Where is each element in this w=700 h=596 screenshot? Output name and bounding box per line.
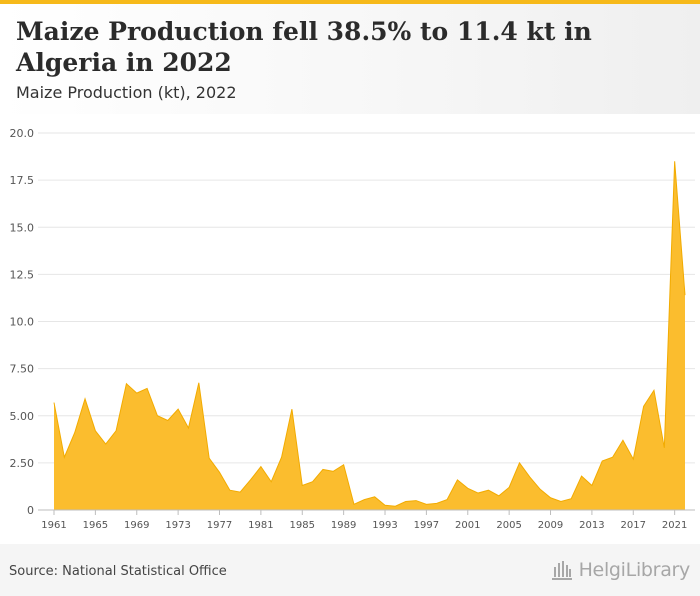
- y-tick-label: 5.00: [10, 410, 35, 423]
- x-tick-label: 2009: [538, 520, 563, 531]
- y-tick-label: 7.50: [10, 363, 35, 376]
- footer: Source: National Statistical Office Helg…: [0, 544, 700, 596]
- axis-layer: 0 2.50 5.00 7.50 10.0 12.5 15.0 17.5 20.0 1961 196…: [10, 127, 695, 531]
- x-tick-label: 2021: [662, 520, 687, 531]
- area-chart: 0 2.50 5.00 7.50 10.0 12.5 15.0 17.5 20.0 1961 196…: [10, 127, 695, 531]
- chart-area: 0 2.50 5.00 7.50 10.0 12.5 15.0 17.5 20.0 1961 196…: [0, 114, 700, 544]
- x-tick-label: 1985: [290, 520, 315, 531]
- x-tick-label: 2001: [455, 520, 480, 531]
- logo-text: HelgiLibrary: [578, 559, 691, 581]
- x-tick-label: 1965: [83, 520, 108, 531]
- x-tick-label: 1989: [331, 520, 356, 531]
- series-line: [53, 161, 686, 507]
- x-tick-label: 1969: [124, 520, 149, 531]
- y-tick-label: 15.0: [10, 221, 35, 234]
- helgi-library-logo[interactable]: HelgiLibrary: [550, 557, 690, 583]
- library-building-icon: [551, 561, 572, 580]
- x-tick-label: 2017: [621, 520, 646, 531]
- x-tick-label: 1993: [372, 520, 397, 531]
- chart-title: Maize Production fell 38.5% to 11.4 kt i…: [16, 17, 592, 77]
- chart-subtitle: Maize Production (kt), 2022: [16, 83, 237, 102]
- source-note: Source: National Statistical Office: [9, 564, 227, 579]
- y-tick-label: 12.5: [10, 268, 35, 281]
- chart-header: Maize Production fell 38.5% to 11.4 kt i…: [0, 4, 700, 114]
- x-tick-label: 2005: [496, 520, 521, 531]
- area-fill: [54, 161, 685, 510]
- x-tick-label: 1977: [207, 520, 232, 531]
- x-tick-label: 2013: [579, 520, 604, 531]
- x-tick-label: 1973: [165, 520, 190, 531]
- grid-layer: [38, 132, 695, 464]
- x-tick-label: 1981: [248, 520, 273, 531]
- y-tick-label: 20.0: [10, 127, 35, 140]
- top-accent-bar: [0, 0, 700, 4]
- y-tick-label: 17.5: [10, 174, 35, 187]
- area-layer: [53, 161, 686, 510]
- y-tick-label: 10.0: [10, 316, 35, 329]
- x-tick-label: 1961: [41, 520, 66, 531]
- x-tick-label: 1997: [414, 520, 439, 531]
- y-tick-label: 0: [27, 504, 34, 517]
- y-tick-label: 2.50: [10, 457, 35, 470]
